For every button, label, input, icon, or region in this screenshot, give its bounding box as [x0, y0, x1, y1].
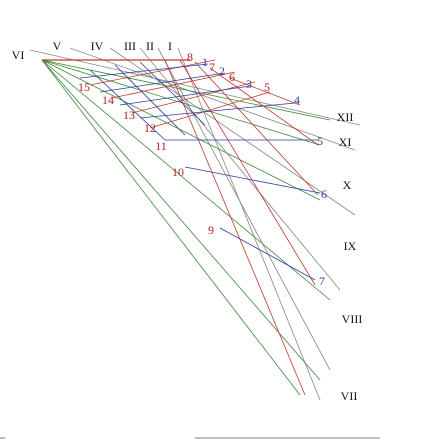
- side-label: X: [343, 178, 352, 192]
- top-label: III: [124, 39, 136, 53]
- red-label: 9: [208, 223, 214, 237]
- red-label: 8: [187, 50, 193, 64]
- red-label: 7: [209, 60, 215, 74]
- blue-label: 5: [317, 134, 323, 148]
- red-label: 15: [78, 80, 90, 94]
- side-label: VII: [341, 389, 358, 403]
- blue-label: 1: [202, 55, 208, 69]
- blue-label: 2: [219, 64, 225, 78]
- blue-label: 3: [246, 77, 252, 91]
- side-label: VIII: [342, 312, 363, 326]
- blue-label: 6: [321, 187, 327, 201]
- red-label: 6: [229, 70, 235, 84]
- top-label: IV: [91, 39, 104, 53]
- top-label: V: [53, 39, 62, 53]
- red-label: 10: [172, 165, 184, 179]
- side-label: XII: [337, 110, 354, 124]
- top-label: II: [146, 39, 154, 53]
- red-label: 13: [123, 108, 135, 122]
- side-label: IX: [344, 239, 357, 253]
- red-label: 5: [264, 80, 270, 94]
- blue-label: 7: [319, 274, 325, 288]
- blue-label: 4: [294, 93, 300, 107]
- top-label: I: [168, 39, 172, 53]
- side-label: XI: [339, 135, 352, 149]
- red-label: 12: [144, 121, 156, 135]
- red-label: 14: [102, 93, 114, 107]
- construction-lines: [0, 47, 380, 439]
- red-label: 11: [155, 139, 167, 153]
- top-label: VI: [12, 48, 25, 62]
